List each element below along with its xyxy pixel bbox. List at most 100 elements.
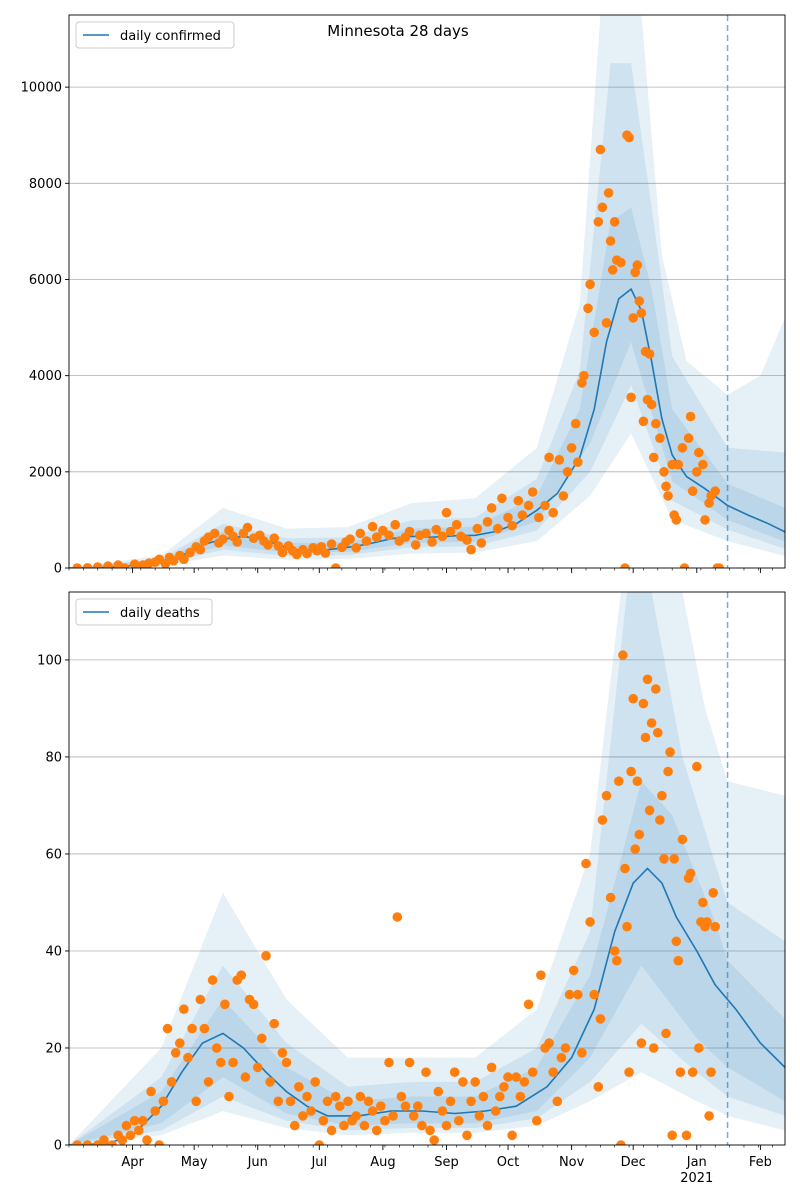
data-point (544, 452, 554, 463)
data-point (445, 1096, 456, 1107)
y-tick-label: 20 (45, 1041, 62, 1056)
data-point (209, 528, 220, 539)
data-point (236, 970, 247, 980)
data-point (129, 1115, 140, 1126)
data-point (573, 989, 583, 1000)
data-point (677, 443, 688, 453)
data-point (314, 1140, 325, 1145)
data-point (351, 543, 362, 553)
data-point (552, 1096, 563, 1107)
data-point (195, 994, 206, 1005)
data-point (451, 519, 462, 530)
data-point (661, 481, 671, 492)
data-point (199, 1023, 210, 1034)
data-point (564, 989, 575, 1000)
data-point (103, 561, 113, 568)
data-point (673, 955, 684, 966)
data-point (306, 1106, 316, 1116)
data-point (175, 1038, 185, 1048)
data-point (536, 970, 546, 980)
y-tick-label: 80 (45, 750, 62, 765)
data-point (388, 1111, 398, 1121)
data-point (597, 815, 608, 825)
data-point (694, 1043, 704, 1053)
data-point (404, 1057, 415, 1068)
data-point (642, 674, 653, 685)
y-tick-label: 4000 (29, 369, 62, 384)
legend-label: daily confirmed (120, 29, 221, 44)
legend-label: daily deaths (120, 606, 200, 621)
data-point (511, 1072, 521, 1082)
data-point (367, 521, 378, 532)
x-tick-label: Jul (310, 1155, 327, 1170)
data-point (371, 1125, 382, 1136)
data-point (503, 512, 513, 523)
data-point (607, 265, 618, 275)
data-point (562, 467, 573, 477)
data-point (540, 500, 550, 511)
y-tick-label: 6000 (29, 273, 62, 288)
data-point (679, 563, 690, 568)
data-point (240, 1072, 251, 1082)
data-point (72, 1140, 82, 1145)
confirmed-chart: 0 2000 4000 6000 8000 10000 daily confirmed (21, 14, 786, 577)
data-point (384, 1057, 394, 1068)
data-point (107, 1140, 117, 1145)
data-point (242, 522, 253, 533)
data-point (630, 267, 640, 278)
data-point (605, 236, 616, 246)
x-tick-label: Nov (559, 1155, 585, 1170)
data-point (585, 279, 595, 290)
data-point (616, 257, 626, 268)
data-point (609, 946, 620, 956)
data-point (583, 303, 593, 314)
chart-title: Minnesota 28 days (327, 22, 469, 40)
data-point (585, 917, 595, 927)
data-point (441, 507, 452, 518)
data-point (634, 829, 645, 840)
data-point (363, 1096, 374, 1107)
data-point (335, 1101, 345, 1111)
data-point (646, 399, 657, 410)
data-point (675, 1067, 686, 1077)
data-point (470, 1077, 481, 1087)
data-point (390, 519, 401, 530)
data-point (622, 921, 632, 932)
data-point (216, 1057, 226, 1068)
data-point (609, 217, 620, 227)
data-point (648, 452, 659, 463)
data-point (698, 459, 708, 470)
data-point (146, 1086, 156, 1097)
data-point (667, 1130, 677, 1141)
data-point (626, 766, 636, 777)
data-point (698, 897, 708, 908)
data-point (648, 1043, 659, 1053)
data-point (367, 1106, 378, 1116)
data-point (425, 1125, 435, 1136)
data-point (326, 1125, 337, 1136)
median-line (69, 287, 785, 568)
data-point (573, 457, 583, 468)
data-point (636, 1038, 647, 1048)
data-point (659, 854, 669, 864)
data-point (476, 538, 487, 548)
data-point (134, 1125, 144, 1136)
data-point (603, 188, 614, 198)
data-point (158, 1096, 169, 1107)
x-tick-label: Sep (434, 1155, 459, 1170)
data-point (671, 515, 682, 525)
data-point (706, 1067, 716, 1077)
data-point (92, 562, 103, 568)
data-point (421, 528, 431, 539)
x-tick-label: Jun (247, 1155, 268, 1170)
data-point (687, 1067, 698, 1077)
x-tick-label: Dec (621, 1155, 646, 1170)
data-point (527, 487, 538, 497)
data-point (248, 999, 259, 1010)
data-point (655, 433, 665, 444)
data-point (681, 1130, 692, 1141)
data-point (433, 1086, 444, 1097)
data-point (687, 486, 698, 496)
data-point (195, 544, 206, 555)
data-point (472, 523, 483, 534)
